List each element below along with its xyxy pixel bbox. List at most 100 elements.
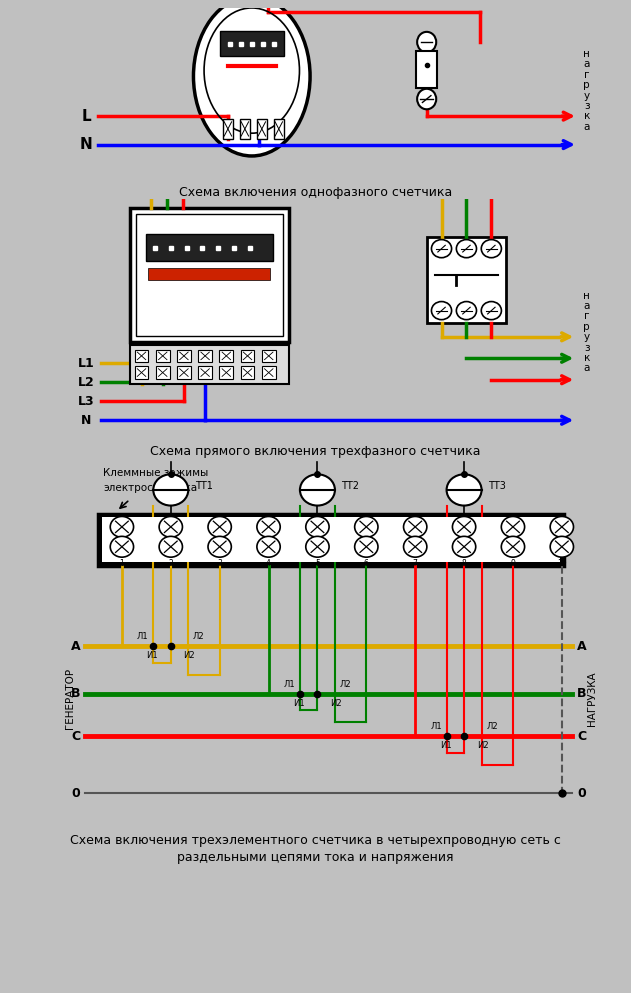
Bar: [156, 366, 170, 378]
Text: электросчетчика: электросчетчика: [103, 483, 198, 493]
Circle shape: [257, 536, 280, 557]
Circle shape: [447, 475, 481, 505]
Text: A: A: [71, 639, 81, 652]
Circle shape: [110, 536, 134, 557]
Circle shape: [456, 302, 476, 320]
Circle shape: [550, 516, 574, 537]
Bar: [273, 119, 284, 139]
Bar: [148, 268, 270, 280]
Text: Л1: Л1: [283, 679, 295, 688]
Circle shape: [159, 516, 182, 537]
Text: 1: 1: [119, 559, 124, 568]
Text: 7: 7: [413, 559, 418, 568]
Text: C: C: [577, 730, 586, 743]
Bar: [198, 366, 212, 378]
Text: L: L: [81, 108, 91, 123]
Text: 0: 0: [577, 786, 586, 799]
Circle shape: [452, 516, 476, 537]
Bar: [177, 350, 191, 362]
Text: 9: 9: [510, 559, 516, 568]
Text: Л1: Л1: [430, 722, 442, 731]
Circle shape: [306, 516, 329, 537]
Circle shape: [300, 475, 335, 505]
Text: н
а
г
р
у
з
к
а: н а г р у з к а: [583, 49, 590, 132]
Circle shape: [306, 536, 329, 557]
Circle shape: [501, 516, 524, 537]
Text: н
а
г
р
у
з
к
а: н а г р у з к а: [583, 291, 590, 373]
Bar: [156, 350, 170, 362]
Bar: [98, 513, 565, 566]
Bar: [136, 213, 283, 336]
Circle shape: [208, 536, 232, 557]
Text: И1: И1: [293, 698, 305, 708]
Bar: [220, 366, 233, 378]
Ellipse shape: [194, 0, 310, 156]
Bar: [262, 366, 276, 378]
Text: ГЕНЕРАТОР: ГЕНЕРАТОР: [66, 667, 76, 729]
Bar: [220, 350, 233, 362]
Text: И1: И1: [146, 651, 158, 660]
Text: L2: L2: [78, 375, 95, 388]
Bar: [134, 366, 148, 378]
Bar: [130, 346, 289, 383]
Circle shape: [456, 239, 476, 258]
Bar: [134, 350, 148, 362]
Bar: [102, 517, 560, 562]
Circle shape: [432, 302, 452, 320]
Circle shape: [355, 516, 378, 537]
Bar: [240, 366, 254, 378]
Circle shape: [404, 536, 427, 557]
Bar: [240, 350, 254, 362]
Circle shape: [404, 516, 427, 537]
Text: B: B: [577, 687, 586, 700]
Bar: [262, 350, 276, 362]
Circle shape: [257, 516, 280, 537]
Text: L1: L1: [78, 356, 95, 369]
Text: И2: И2: [184, 651, 195, 660]
Bar: [220, 31, 283, 57]
Circle shape: [153, 475, 188, 505]
Bar: [198, 350, 212, 362]
Circle shape: [417, 32, 436, 53]
Bar: [130, 209, 289, 342]
Text: ТТ3: ТТ3: [488, 482, 506, 492]
Text: N: N: [81, 414, 91, 427]
Circle shape: [159, 536, 182, 557]
Text: Л2: Л2: [487, 722, 498, 731]
Text: ТТ1: ТТ1: [194, 482, 213, 492]
Text: 5: 5: [315, 559, 320, 568]
Bar: [257, 119, 267, 139]
Text: B: B: [71, 687, 81, 700]
Text: C: C: [71, 730, 80, 743]
Text: 3: 3: [217, 559, 222, 568]
Text: 10: 10: [557, 559, 567, 568]
Text: Л2: Л2: [193, 633, 204, 641]
Text: Л1: Л1: [137, 633, 148, 641]
Circle shape: [481, 239, 502, 258]
Bar: [223, 119, 233, 139]
Text: Схема включения однофазного счетчика: Схема включения однофазного счетчика: [179, 186, 452, 199]
Text: Схема включения трехэлементного счетчика в четырехпроводную сеть с: Схема включения трехэлементного счетчика…: [70, 834, 561, 847]
Circle shape: [481, 302, 502, 320]
Text: Клеммные зажимы: Клеммные зажимы: [103, 469, 209, 479]
Bar: [177, 366, 191, 378]
Text: 4: 4: [266, 559, 271, 568]
Text: Схема прямого включения трехфазного счетчика: Схема прямого включения трехфазного счет…: [150, 445, 481, 458]
Bar: [146, 234, 273, 260]
Text: НАГРУЗКА: НАГРУЗКА: [587, 671, 597, 726]
Circle shape: [110, 516, 134, 537]
Text: Л2: Л2: [339, 679, 351, 688]
Circle shape: [501, 536, 524, 557]
Bar: [416, 51, 437, 87]
Circle shape: [208, 516, 232, 537]
Text: И2: И2: [330, 698, 342, 708]
Circle shape: [417, 88, 436, 109]
Bar: [427, 236, 506, 323]
Text: 2: 2: [168, 559, 173, 568]
Text: И2: И2: [477, 741, 488, 750]
Circle shape: [432, 239, 452, 258]
Circle shape: [550, 536, 574, 557]
Text: 6: 6: [364, 559, 369, 568]
Circle shape: [355, 536, 378, 557]
Bar: [240, 119, 250, 139]
